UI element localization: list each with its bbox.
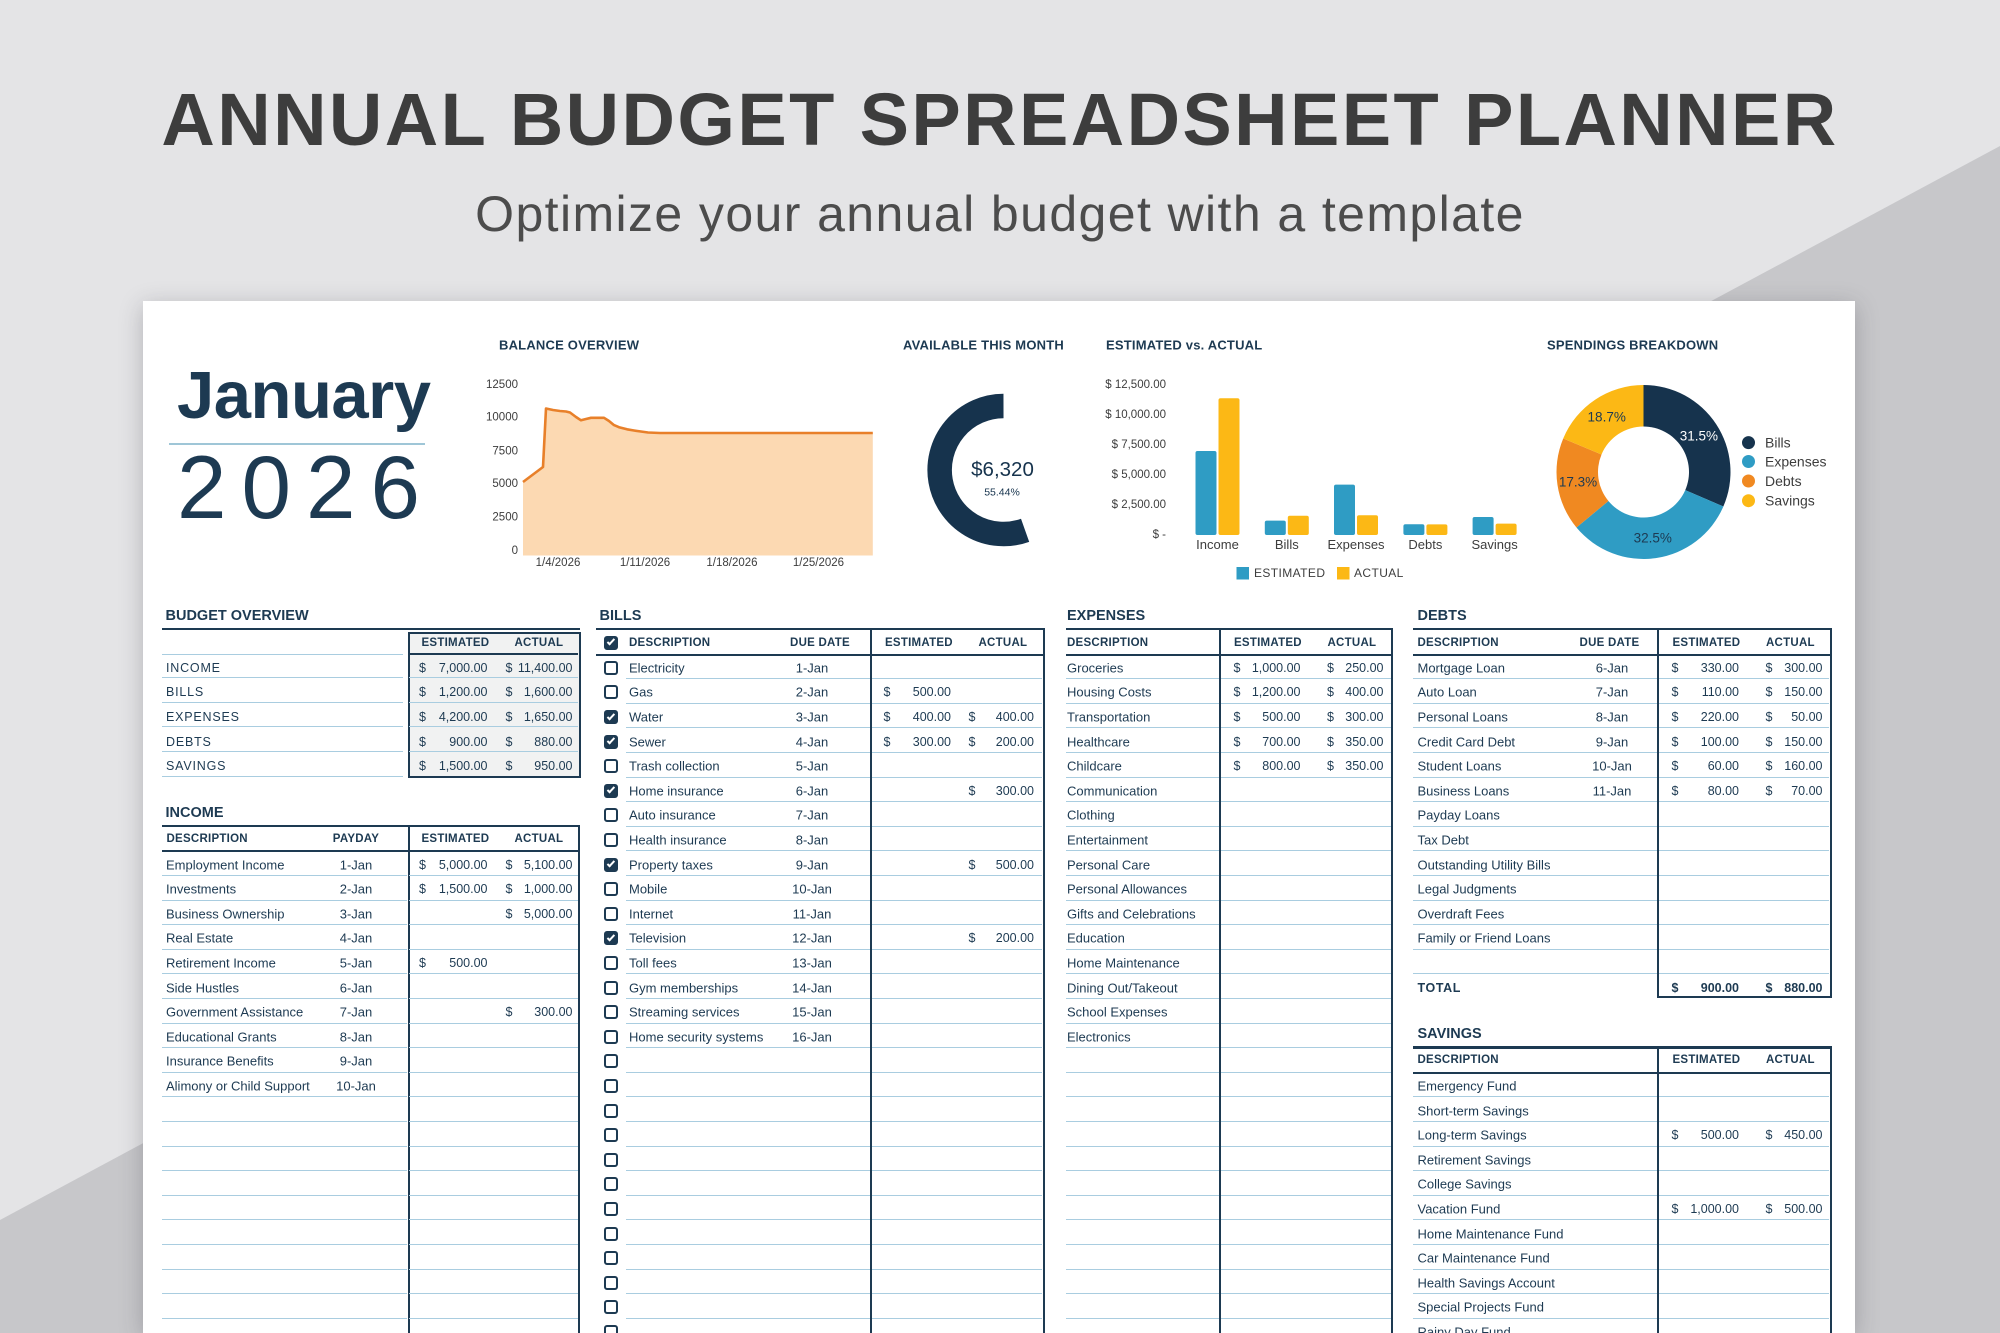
svg-text:Bills: Bills bbox=[1765, 435, 1791, 451]
svg-text:Expenses: Expenses bbox=[1765, 454, 1826, 470]
svg-text:32.5%: 32.5% bbox=[1634, 530, 1672, 545]
svg-text:$ 12,500.00: $ 12,500.00 bbox=[1105, 379, 1166, 391]
svg-text:$ 5,000.00: $ 5,000.00 bbox=[1112, 469, 1166, 481]
svg-text:Income: Income bbox=[1196, 537, 1239, 552]
svg-text:$ 7,500.00: $ 7,500.00 bbox=[1112, 439, 1166, 451]
svg-text:Bills: Bills bbox=[1275, 537, 1299, 552]
svg-text:1/18/2026: 1/18/2026 bbox=[706, 557, 757, 569]
svg-text:ACTUAL: ACTUAL bbox=[1354, 566, 1404, 580]
svg-text:ESTIMATED: ESTIMATED bbox=[1254, 566, 1325, 580]
svg-text:7500: 7500 bbox=[492, 445, 518, 457]
svg-text:55.44%: 55.44% bbox=[984, 487, 1020, 499]
svg-text:1/25/2026: 1/25/2026 bbox=[793, 557, 844, 569]
svg-text:17.3%: 17.3% bbox=[1559, 475, 1597, 490]
svg-text:18.7%: 18.7% bbox=[1588, 410, 1626, 425]
svg-text:5000: 5000 bbox=[492, 478, 518, 490]
svg-text:$ 10,000.00: $ 10,000.00 bbox=[1105, 409, 1166, 421]
svg-text:10000: 10000 bbox=[486, 412, 518, 424]
svg-text:Debts: Debts bbox=[1765, 473, 1802, 489]
svg-text:$6,320: $6,320 bbox=[971, 458, 1034, 481]
svg-text:$ -: $ - bbox=[1153, 529, 1167, 541]
svg-text:0: 0 bbox=[512, 545, 518, 557]
svg-text:Expenses: Expenses bbox=[1327, 537, 1385, 552]
svg-text:2500: 2500 bbox=[492, 512, 518, 524]
svg-text:Savings: Savings bbox=[1765, 493, 1815, 509]
svg-text:Savings: Savings bbox=[1471, 537, 1518, 552]
svg-text:$ 2,500.00: $ 2,500.00 bbox=[1112, 499, 1166, 511]
svg-text:12500: 12500 bbox=[486, 379, 518, 391]
svg-text:31.5%: 31.5% bbox=[1680, 428, 1718, 443]
svg-text:1/4/2026: 1/4/2026 bbox=[536, 557, 581, 569]
svg-text:Debts: Debts bbox=[1408, 537, 1442, 552]
svg-text:1/11/2026: 1/11/2026 bbox=[620, 557, 670, 569]
